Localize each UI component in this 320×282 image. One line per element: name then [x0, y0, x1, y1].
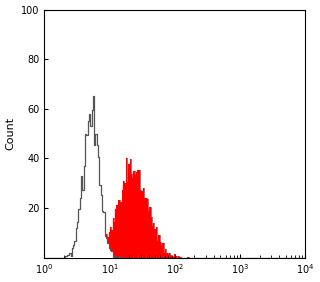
Y-axis label: Count: Count — [5, 117, 16, 150]
